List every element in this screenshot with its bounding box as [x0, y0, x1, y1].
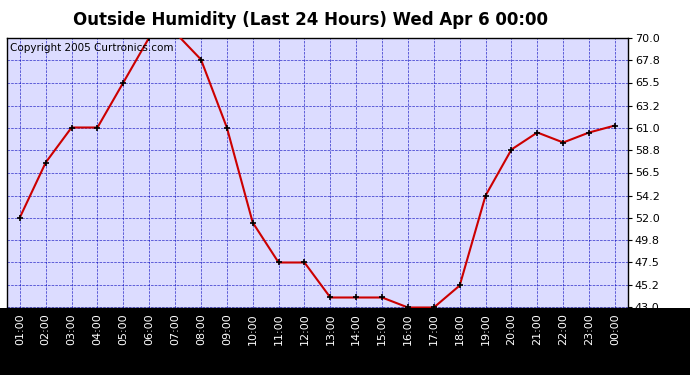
- Text: Copyright 2005 Curtronics.com: Copyright 2005 Curtronics.com: [10, 43, 173, 53]
- Text: Outside Humidity (Last 24 Hours) Wed Apr 6 00:00: Outside Humidity (Last 24 Hours) Wed Apr…: [73, 11, 548, 29]
